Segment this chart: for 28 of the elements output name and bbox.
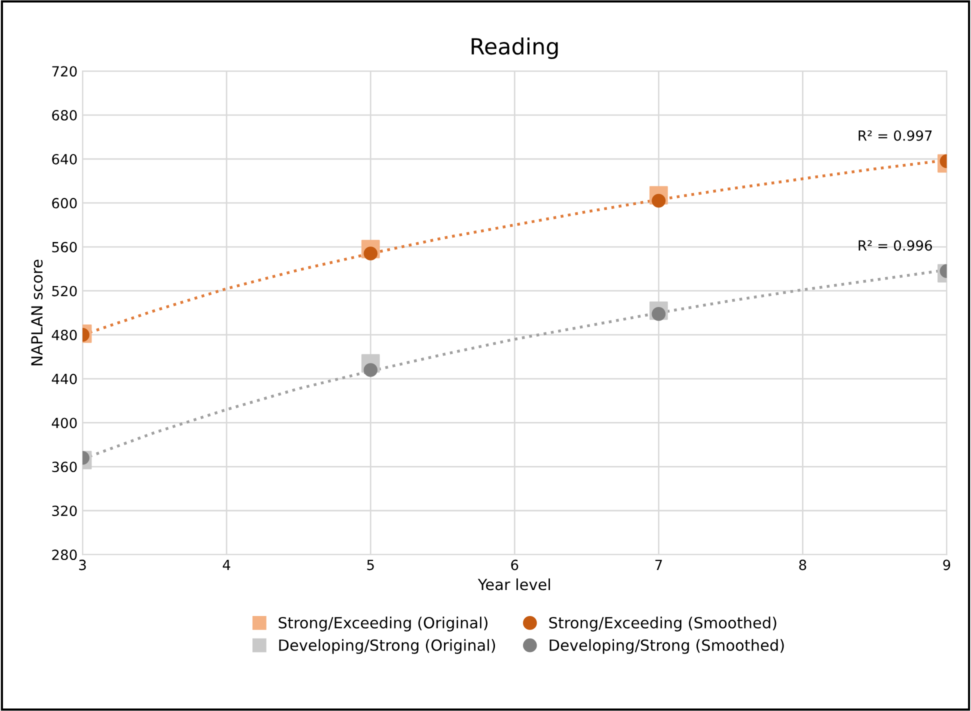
y-axis-title: NAPLAN score <box>31 260 43 366</box>
y-tick-label: 440 <box>52 374 77 384</box>
y-tick-label: 680 <box>52 110 77 121</box>
x-tick-label: 7 <box>655 560 662 570</box>
y-tick-label: 600 <box>52 198 77 208</box>
annotation: R² = 0.997 <box>858 130 932 141</box>
y-tick-label: 280 <box>52 550 77 560</box>
x-tick-label: 9 <box>943 560 950 570</box>
legend-label: Developing/Strong (Original) <box>279 639 496 654</box>
y-tick-label: 520 <box>52 286 77 296</box>
legend-label: Strong/Exceeding (Original) <box>278 616 488 632</box>
legend-label: Strong/Exceeding (Smoothed) <box>549 616 776 632</box>
x-tick-label: 6 <box>511 560 518 570</box>
annotation: R² = 0.996 <box>858 240 932 251</box>
y-tick-label: 400 <box>52 418 77 428</box>
x-tick-label: 3 <box>79 560 86 570</box>
y-tick-label: 720 <box>52 66 77 77</box>
x-tick-label: 4 <box>222 560 230 570</box>
y-tick-label: 360 <box>52 462 77 472</box>
y-tick-label: 560 <box>52 242 77 252</box>
legend-label: Developing/Strong (Smoothed) <box>550 639 784 654</box>
x-tick-label: 8 <box>799 560 806 570</box>
x-tick-label: 5 <box>367 560 374 570</box>
y-tick-label: 320 <box>52 506 77 516</box>
y-tick-label: 640 <box>52 154 77 164</box>
chart-title: Reading <box>472 38 558 60</box>
y-tick-label: 480 <box>52 330 77 340</box>
x-axis-title: Year level <box>478 578 550 590</box>
